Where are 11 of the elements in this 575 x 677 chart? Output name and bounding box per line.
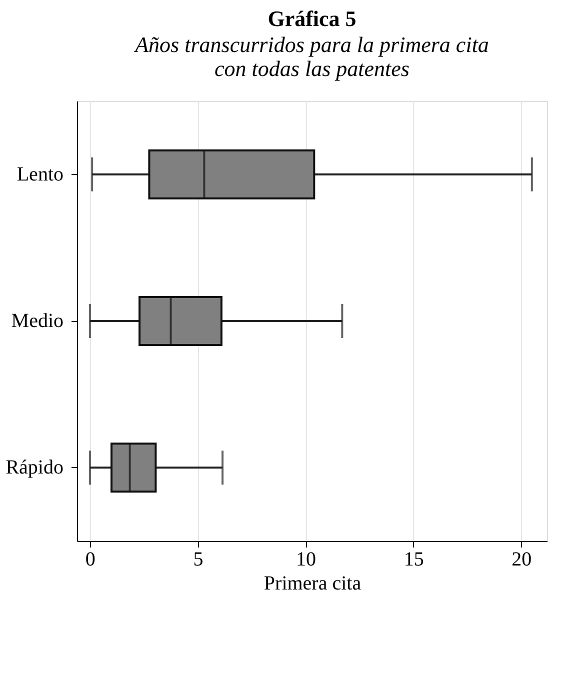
x-tick-label: 10 — [296, 548, 316, 570]
chart-subtitle: Años transcurridos para la primera cita con todas las patentes — [133, 32, 489, 81]
y-tick-label: Rápido — [6, 456, 64, 479]
y-tick-label: Lento — [16, 163, 64, 186]
x-tick-label: 0 — [85, 548, 96, 570]
x-axis-title: Primera cita — [264, 572, 362, 594]
x-tick-label: 15 — [404, 548, 424, 570]
chart-title: Gráfica 5 — [268, 6, 356, 31]
x-tick-label: 20 — [512, 548, 532, 570]
x-tick-label: 5 — [193, 548, 204, 570]
y-tick-label: Medio — [11, 310, 64, 332]
